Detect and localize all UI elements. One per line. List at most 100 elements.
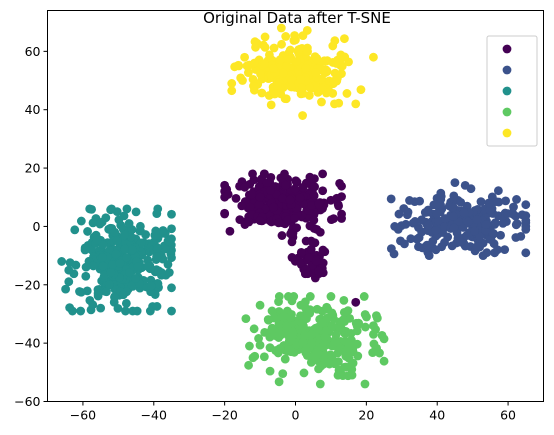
data-point [340,34,349,44]
data-point [394,209,404,219]
data-point [88,218,98,228]
data-point [516,231,526,241]
data-point [447,241,457,251]
data-point [298,337,308,347]
data-point [283,215,293,225]
data-point [108,260,118,269]
data-point [317,84,327,94]
data-point [167,209,176,219]
data-point [318,245,328,255]
data-point [225,226,235,236]
data-point [83,227,92,236]
data-point [274,297,283,307]
data-point [298,31,308,40]
data-point [285,195,295,205]
data-point [431,245,441,255]
data-point [493,245,502,255]
data-point [87,204,96,214]
data-point [405,196,414,205]
data-point [503,209,513,218]
x-tick-label: 60 [500,408,516,423]
data-point [275,55,285,65]
data-point [336,50,346,60]
data-point [369,339,379,349]
data-point [294,45,304,55]
data-point [87,245,97,255]
data-point [333,370,343,380]
data-point [57,257,67,266]
data-point [390,222,400,231]
x-tick-label: −20 [211,408,237,423]
data-point [517,210,527,220]
data-point [133,262,143,271]
series-4 [241,292,389,389]
data-point [386,194,396,204]
data-point [347,370,357,380]
data-point [143,255,153,265]
data-point [287,253,297,262]
data-point [265,50,274,60]
data-point [369,52,378,62]
data-point [274,218,284,228]
data-point [281,180,291,190]
data-point [118,290,128,300]
data-point [314,266,324,276]
data-point [257,88,267,98]
data-point [335,323,345,333]
data-point [312,54,322,64]
data-point [158,226,168,235]
data-point [339,315,348,325]
data-point [330,99,339,109]
data-point [485,205,495,215]
data-point [241,314,251,324]
data-point [342,89,352,98]
data-point [244,360,253,370]
data-point [386,244,396,254]
data-point [255,192,265,202]
data-point [93,289,103,298]
data-point [145,306,155,316]
data-point [266,100,276,110]
data-point [335,178,345,188]
data-point [310,182,320,192]
data-point [250,58,259,68]
data-point [120,230,129,240]
data-point [512,195,521,204]
x-tick-label: 40 [429,408,445,423]
data-point [265,186,275,195]
x-tick-label: −60 [70,408,96,423]
data-point [317,342,327,352]
data-point [255,300,265,310]
data-point [360,322,370,332]
x-tick-label: −40 [141,408,167,423]
data-point [68,306,77,316]
data-point [122,253,131,263]
data-point [143,261,153,271]
data-point [306,244,316,254]
data-point [272,80,282,90]
data-point [406,234,416,244]
scatter-points [57,23,531,389]
data-point [280,169,289,179]
data-point [307,330,316,339]
data-point [369,329,378,339]
data-point [163,259,173,269]
data-point [315,227,325,237]
data-point [146,281,156,291]
data-point [120,244,130,254]
data-point [244,217,254,227]
data-point [260,32,270,42]
data-point [64,265,74,275]
x-tick-label: 20 [358,408,374,423]
data-point [296,74,306,84]
series-5 [227,23,378,120]
data-point [300,269,310,279]
data-point [339,307,349,317]
data-point [260,42,270,52]
data-point [466,184,476,194]
legend-box [486,35,538,147]
data-point [292,223,302,233]
data-point [472,242,482,251]
legend-marker-5 [502,128,512,138]
data-point [287,309,296,319]
